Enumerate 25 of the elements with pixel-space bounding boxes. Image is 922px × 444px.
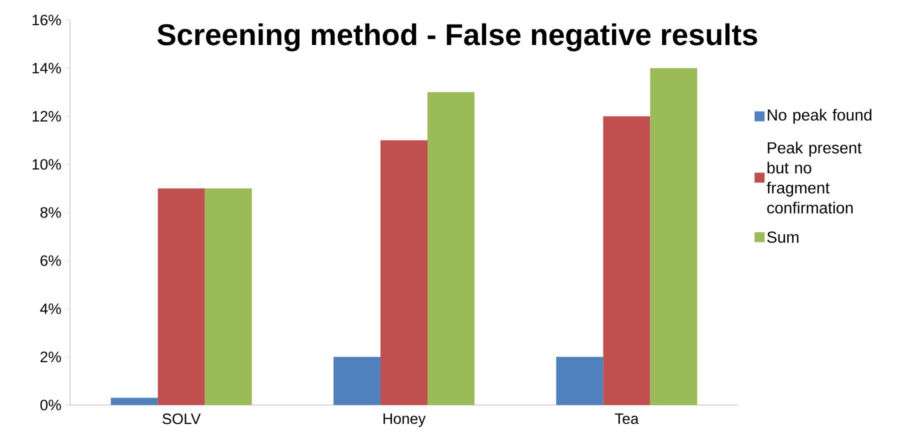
y-tick-label: 2% <box>40 352 61 362</box>
bar <box>428 92 475 405</box>
y-tick-label: 8% <box>40 207 61 218</box>
y-tick-label: 4% <box>40 304 61 314</box>
bar <box>204 188 252 405</box>
legend-label: Peak present but no fragment confirmation <box>766 142 862 214</box>
bar <box>110 398 158 405</box>
bar <box>556 356 604 405</box>
legend-label: No peak found <box>768 108 872 124</box>
legend-label: Sum <box>767 232 798 243</box>
bar <box>334 356 381 405</box>
bar <box>650 68 698 405</box>
y-tick-label: 6% <box>40 255 61 266</box>
y-tick-label: 16% <box>32 14 61 26</box>
x-tick-label: SOLV <box>162 414 201 424</box>
y-tick-label: 0% <box>40 400 61 410</box>
bar <box>158 188 205 405</box>
y-tick-label: 14% <box>32 62 61 74</box>
bar <box>603 116 650 405</box>
x-tick-label: Honey <box>384 414 426 427</box>
x-tick-label: Tea <box>614 414 639 424</box>
chart-title: Screening method - False negative results <box>157 23 758 52</box>
y-tick-label: 10% <box>32 159 61 170</box>
y-tick-label: 12% <box>32 110 61 122</box>
bar <box>380 140 428 405</box>
